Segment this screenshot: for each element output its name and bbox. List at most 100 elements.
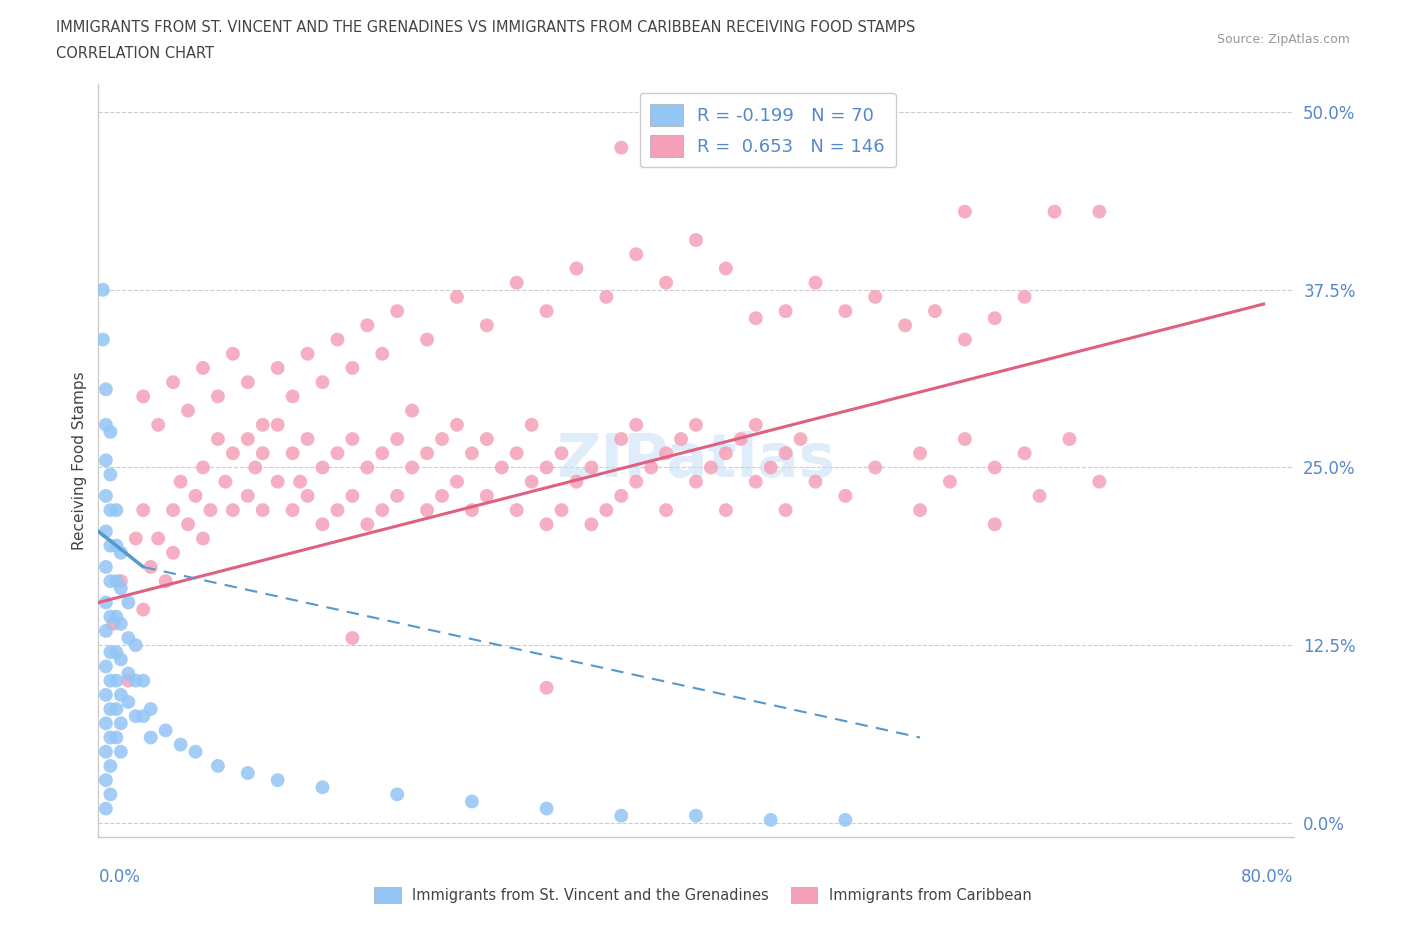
Point xyxy=(252,502,274,517)
Point xyxy=(775,445,797,460)
Point xyxy=(759,460,782,475)
Point xyxy=(475,318,498,333)
Point xyxy=(685,232,707,247)
Point xyxy=(117,695,139,710)
Point xyxy=(416,332,439,347)
Point xyxy=(1028,488,1050,503)
Point xyxy=(745,311,768,325)
Point xyxy=(155,574,177,589)
Point xyxy=(98,574,122,589)
Point xyxy=(834,488,856,503)
Point xyxy=(252,445,274,460)
Point xyxy=(461,445,484,460)
Point xyxy=(475,488,498,503)
Point xyxy=(94,560,117,575)
Point xyxy=(162,375,184,390)
Legend: Immigrants from St. Vincent and the Grenadines, Immigrants from Caribbean: Immigrants from St. Vincent and the Gren… xyxy=(368,882,1038,909)
Point xyxy=(775,502,797,517)
Point xyxy=(789,432,811,446)
Point xyxy=(98,467,122,482)
Point xyxy=(356,517,378,532)
Point xyxy=(105,574,128,589)
Text: IMMIGRANTS FROM ST. VINCENT AND THE GRENADINES VS IMMIGRANTS FROM CARIBBEAN RECE: IMMIGRANTS FROM ST. VINCENT AND THE GREN… xyxy=(56,20,915,35)
Point xyxy=(288,474,311,489)
Text: 80.0%: 80.0% xyxy=(1241,869,1294,886)
Point xyxy=(110,581,132,596)
Point xyxy=(91,332,114,347)
Point xyxy=(565,261,588,276)
Point xyxy=(94,453,117,468)
Point xyxy=(385,432,409,446)
Point xyxy=(401,460,423,475)
Point xyxy=(446,474,468,489)
Point xyxy=(297,488,319,503)
Point xyxy=(94,488,117,503)
Point xyxy=(110,716,132,731)
Point xyxy=(207,432,229,446)
Point xyxy=(908,445,931,460)
Point xyxy=(98,538,122,553)
Point xyxy=(894,318,917,333)
Point xyxy=(94,382,117,397)
Text: Source: ZipAtlas.com: Source: ZipAtlas.com xyxy=(1216,33,1350,46)
Point xyxy=(342,488,364,503)
Point xyxy=(177,404,200,418)
Point xyxy=(775,304,797,319)
Point xyxy=(342,432,364,446)
Point xyxy=(117,666,139,681)
Point xyxy=(94,595,117,610)
Point xyxy=(610,488,633,503)
Point xyxy=(536,517,558,532)
Point xyxy=(953,205,976,219)
Point xyxy=(214,474,236,489)
Point xyxy=(267,361,290,376)
Point xyxy=(430,432,453,446)
Point xyxy=(730,432,752,446)
Point xyxy=(506,502,529,517)
Point xyxy=(804,474,827,489)
Point xyxy=(924,304,946,319)
Point xyxy=(105,701,128,716)
Point xyxy=(132,602,155,617)
Point xyxy=(550,445,572,460)
Point xyxy=(125,673,148,688)
Point xyxy=(342,631,364,645)
Point xyxy=(132,709,155,724)
Point xyxy=(252,418,274,432)
Point xyxy=(356,318,378,333)
Point xyxy=(105,673,128,688)
Point xyxy=(162,545,184,560)
Point xyxy=(311,780,333,795)
Point xyxy=(984,517,1007,532)
Point xyxy=(506,445,529,460)
Point xyxy=(184,488,207,503)
Point xyxy=(953,432,976,446)
Point xyxy=(655,445,678,460)
Point xyxy=(110,744,132,759)
Point xyxy=(169,737,191,752)
Point xyxy=(98,759,122,774)
Point xyxy=(132,502,155,517)
Point xyxy=(94,524,117,538)
Point xyxy=(804,275,827,290)
Point xyxy=(685,474,707,489)
Point xyxy=(200,502,222,517)
Point xyxy=(139,701,162,716)
Point xyxy=(184,744,207,759)
Point xyxy=(626,246,648,261)
Point xyxy=(984,460,1007,475)
Point xyxy=(148,531,170,546)
Point xyxy=(640,460,662,475)
Point xyxy=(536,460,558,475)
Point xyxy=(98,701,122,716)
Point xyxy=(98,673,122,688)
Point xyxy=(626,474,648,489)
Point xyxy=(908,502,931,517)
Point xyxy=(94,801,117,816)
Point xyxy=(685,418,707,432)
Y-axis label: Receiving Food Stamps: Receiving Food Stamps xyxy=(72,371,87,550)
Point xyxy=(297,346,319,361)
Point xyxy=(536,304,558,319)
Point xyxy=(132,389,155,404)
Point xyxy=(385,488,409,503)
